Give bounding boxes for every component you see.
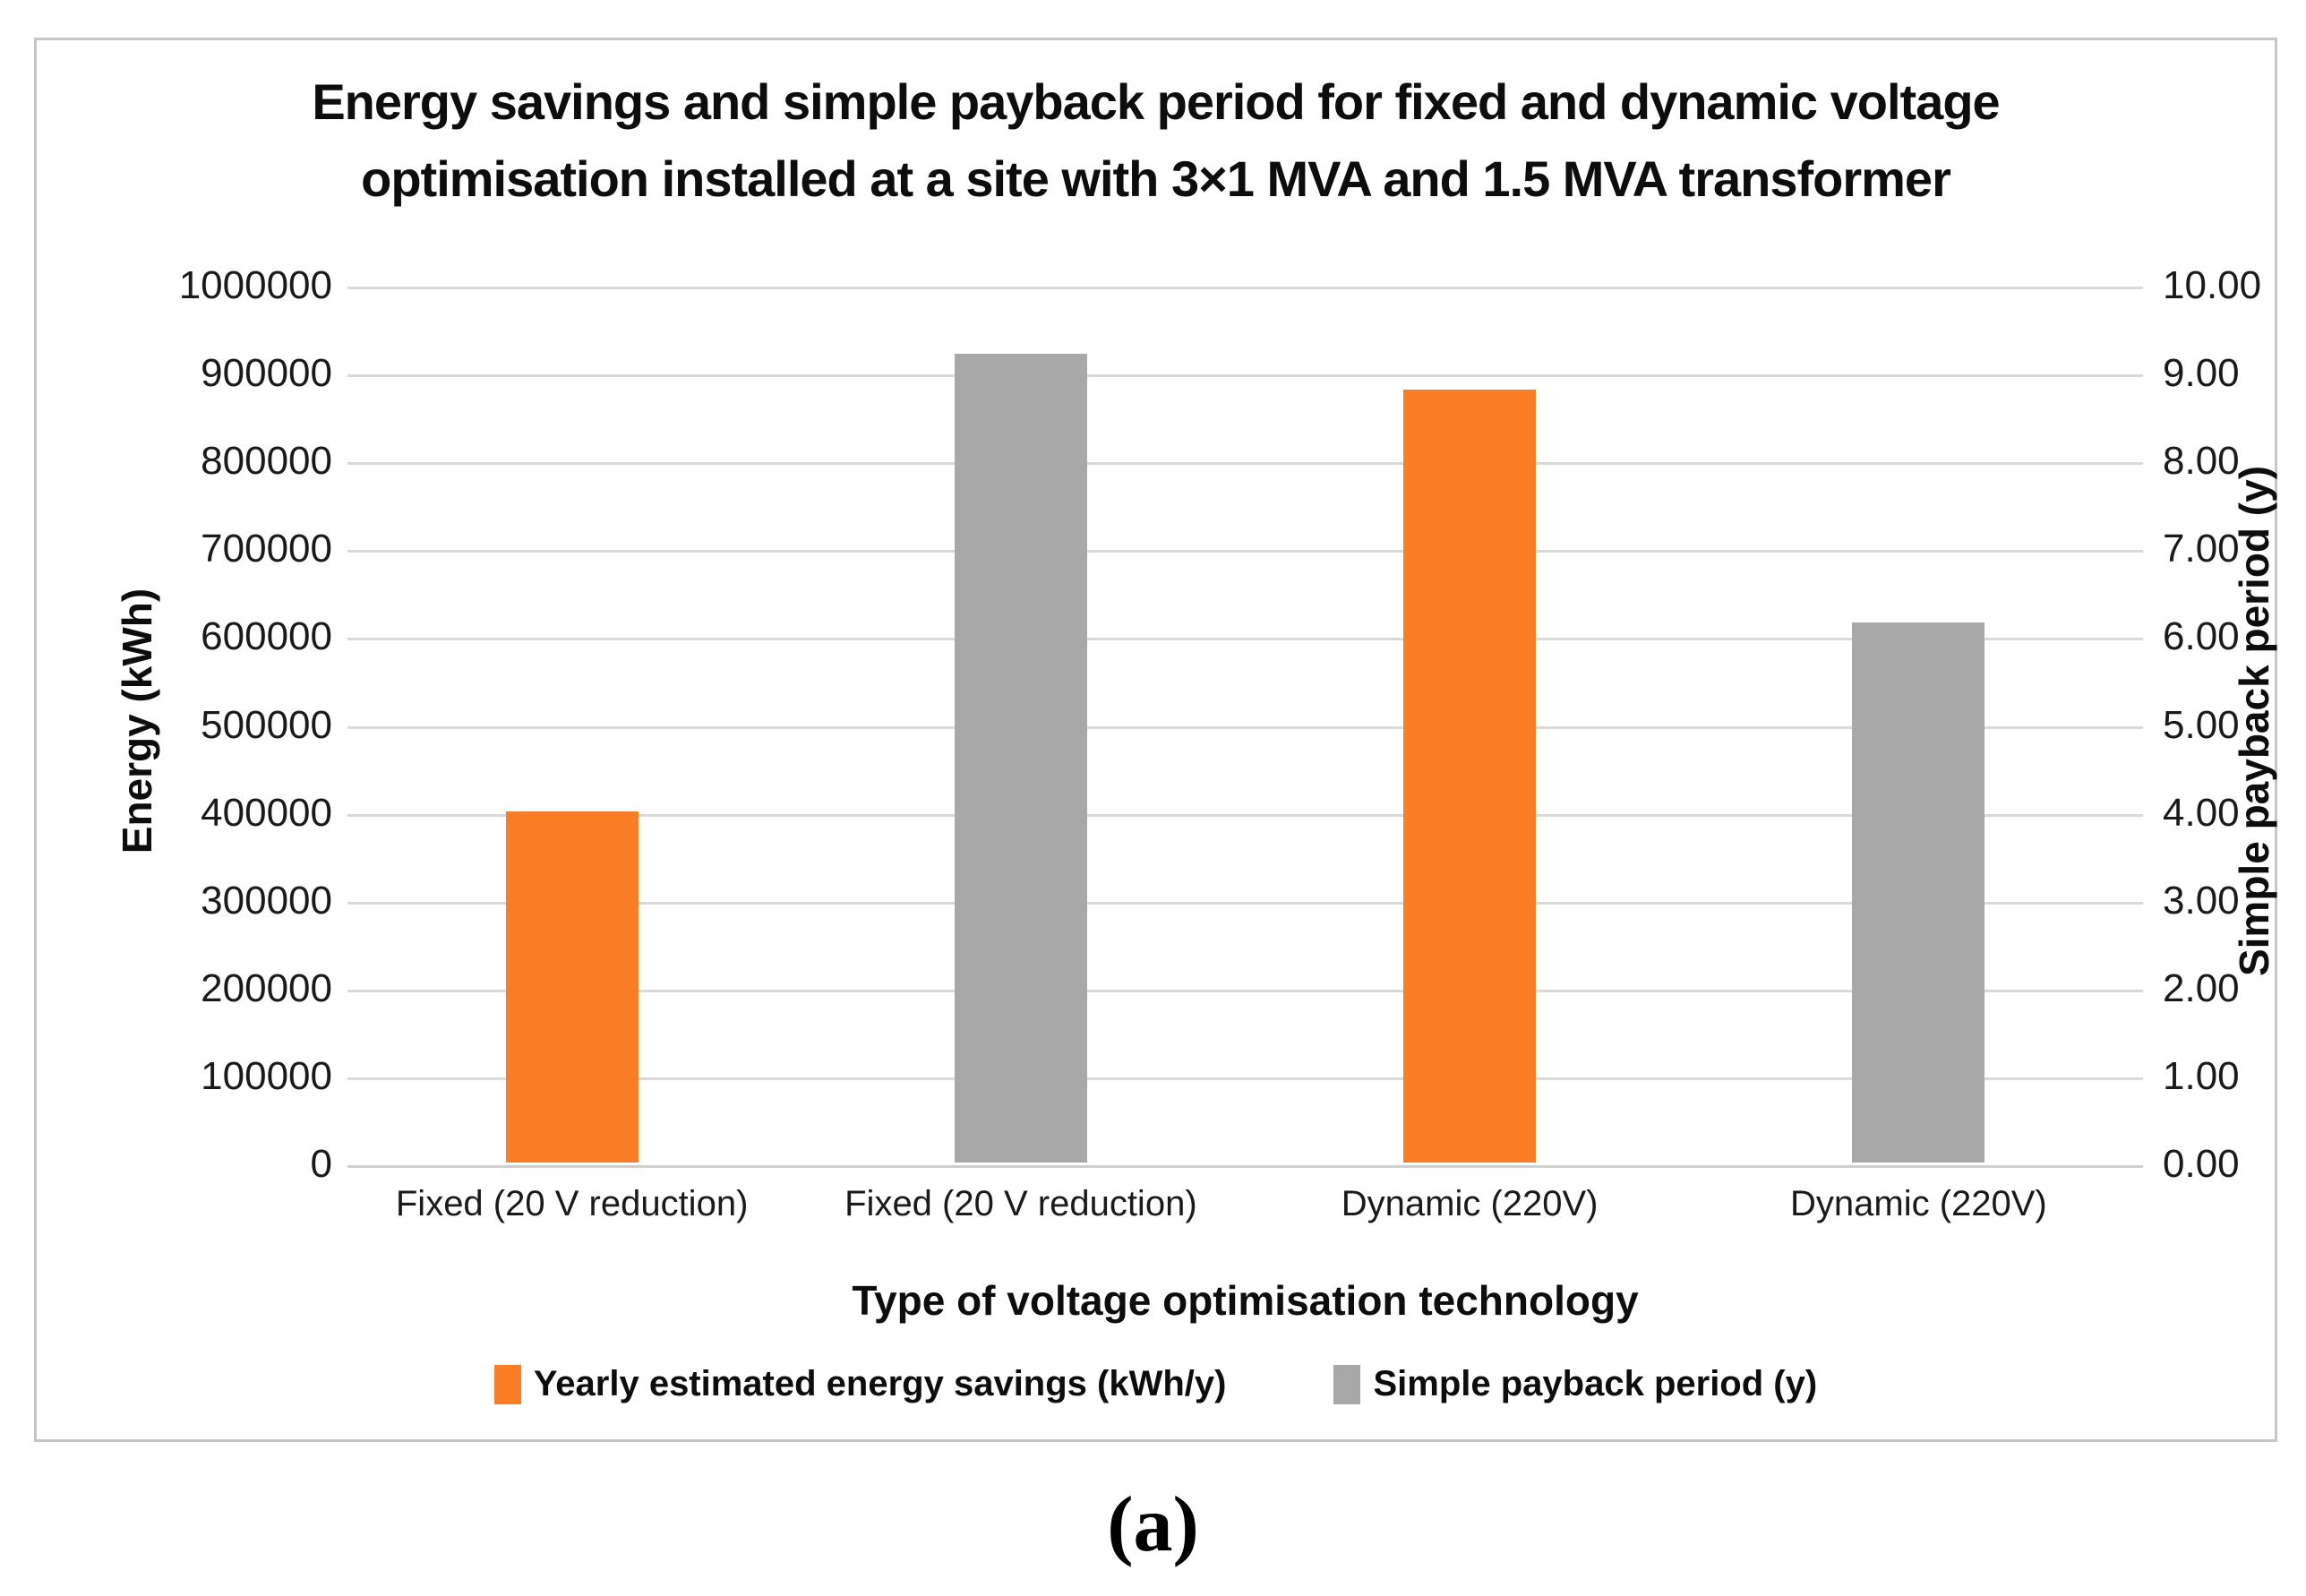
gridline: [347, 813, 2143, 817]
legend-entry-payback: Simple payback period (y): [1333, 1364, 1817, 1404]
bar-energy-2: [1403, 389, 1537, 1163]
legend-label-payback: Simple payback period (y): [1373, 1364, 1818, 1403]
legend: Yearly estimated energy savings (kWh/y) …: [37, 1364, 2275, 1404]
right-axis-tick-labels: 10.00 9.00 8.00 7.00 6.00 5.00 4.00 3.00 2.00 1.0…: [2163, 263, 2306, 1186]
category-label: Fixed (20 V reduction): [844, 1184, 1197, 1223]
y-tick-right: 9.00: [2163, 351, 2240, 396]
y-tick-right: 6.00: [2163, 614, 2240, 659]
gridline: [347, 989, 2143, 992]
gridline: [347, 550, 2143, 553]
category-labels: Fixed (20 V reduction) Fixed (20 V reduct…: [347, 1184, 2143, 1238]
chart-title: Energy savings and simple payback period…: [37, 64, 2275, 218]
legend-entry-energy: Yearly estimated energy savings (kWh/y): [493, 1364, 1227, 1404]
gridline: [347, 638, 2143, 641]
gridline: [347, 901, 2143, 905]
figure-caption: (a): [1107, 1481, 1199, 1568]
y-tick-right: 10.00: [2163, 263, 2262, 307]
y-tick-left: 0: [310, 1142, 332, 1186]
category-label: Fixed (20 V reduction): [395, 1184, 749, 1223]
y-tick-right: 0.00: [2163, 1142, 2240, 1186]
chart-title-line1: Energy savings and simple payback period…: [312, 73, 2000, 130]
x-axis-line: [347, 1165, 2143, 1168]
y-tick-left: 800000: [201, 439, 332, 484]
y-tick-right: 4.00: [2163, 790, 2240, 835]
y-tick-right: 2.00: [2163, 965, 2240, 1010]
gridline: [347, 1077, 2143, 1080]
chart-title-line2: optimisation installed at a site with 3×…: [361, 150, 1951, 207]
category-label: Dynamic (220V): [1789, 1184, 2047, 1223]
y-tick-left: 500000: [201, 702, 332, 747]
y-tick-left: 600000: [201, 614, 332, 659]
y-tick-right: 8.00: [2163, 439, 2240, 484]
plot-area: [347, 287, 2143, 1168]
legend-label-energy: Yearly estimated energy savings (kWh/y): [533, 1364, 1227, 1403]
y-tick-left: 400000: [201, 790, 332, 835]
legend-marker-energy-icon: [493, 1364, 521, 1404]
y-tick-left: 200000: [201, 965, 332, 1010]
y-tick-right: 7.00: [2163, 527, 2240, 571]
bar-payback-3: [1852, 622, 1985, 1163]
gridline: [347, 462, 2143, 466]
bar-payback-1: [954, 354, 1087, 1163]
y-tick-left: 1000000: [178, 263, 332, 307]
y-tick-right: 5.00: [2163, 702, 2240, 747]
gridline: [347, 374, 2143, 378]
gridline: [347, 725, 2143, 729]
y-tick-right: 3.00: [2163, 878, 2240, 922]
y-tick-left: 100000: [201, 1053, 332, 1098]
category-label: Dynamic (220V): [1341, 1184, 1599, 1223]
legend-marker-payback-icon: [1333, 1364, 1361, 1404]
y-tick-left: 900000: [201, 351, 332, 396]
left-axis-tick-labels: 1000000 900000 800000 700000 600000 500000 400…: [86, 263, 332, 1186]
chart-frame: Energy savings and simple payback period…: [34, 38, 2277, 1442]
y-tick-right: 1.00: [2163, 1053, 2240, 1098]
y-tick-left: 300000: [201, 878, 332, 922]
y-tick-left: 700000: [201, 527, 332, 571]
bar-energy-0: [505, 811, 639, 1163]
x-axis-title: Type of voltage optimisation technology: [852, 1277, 1639, 1324]
gridline: [347, 287, 2143, 289]
